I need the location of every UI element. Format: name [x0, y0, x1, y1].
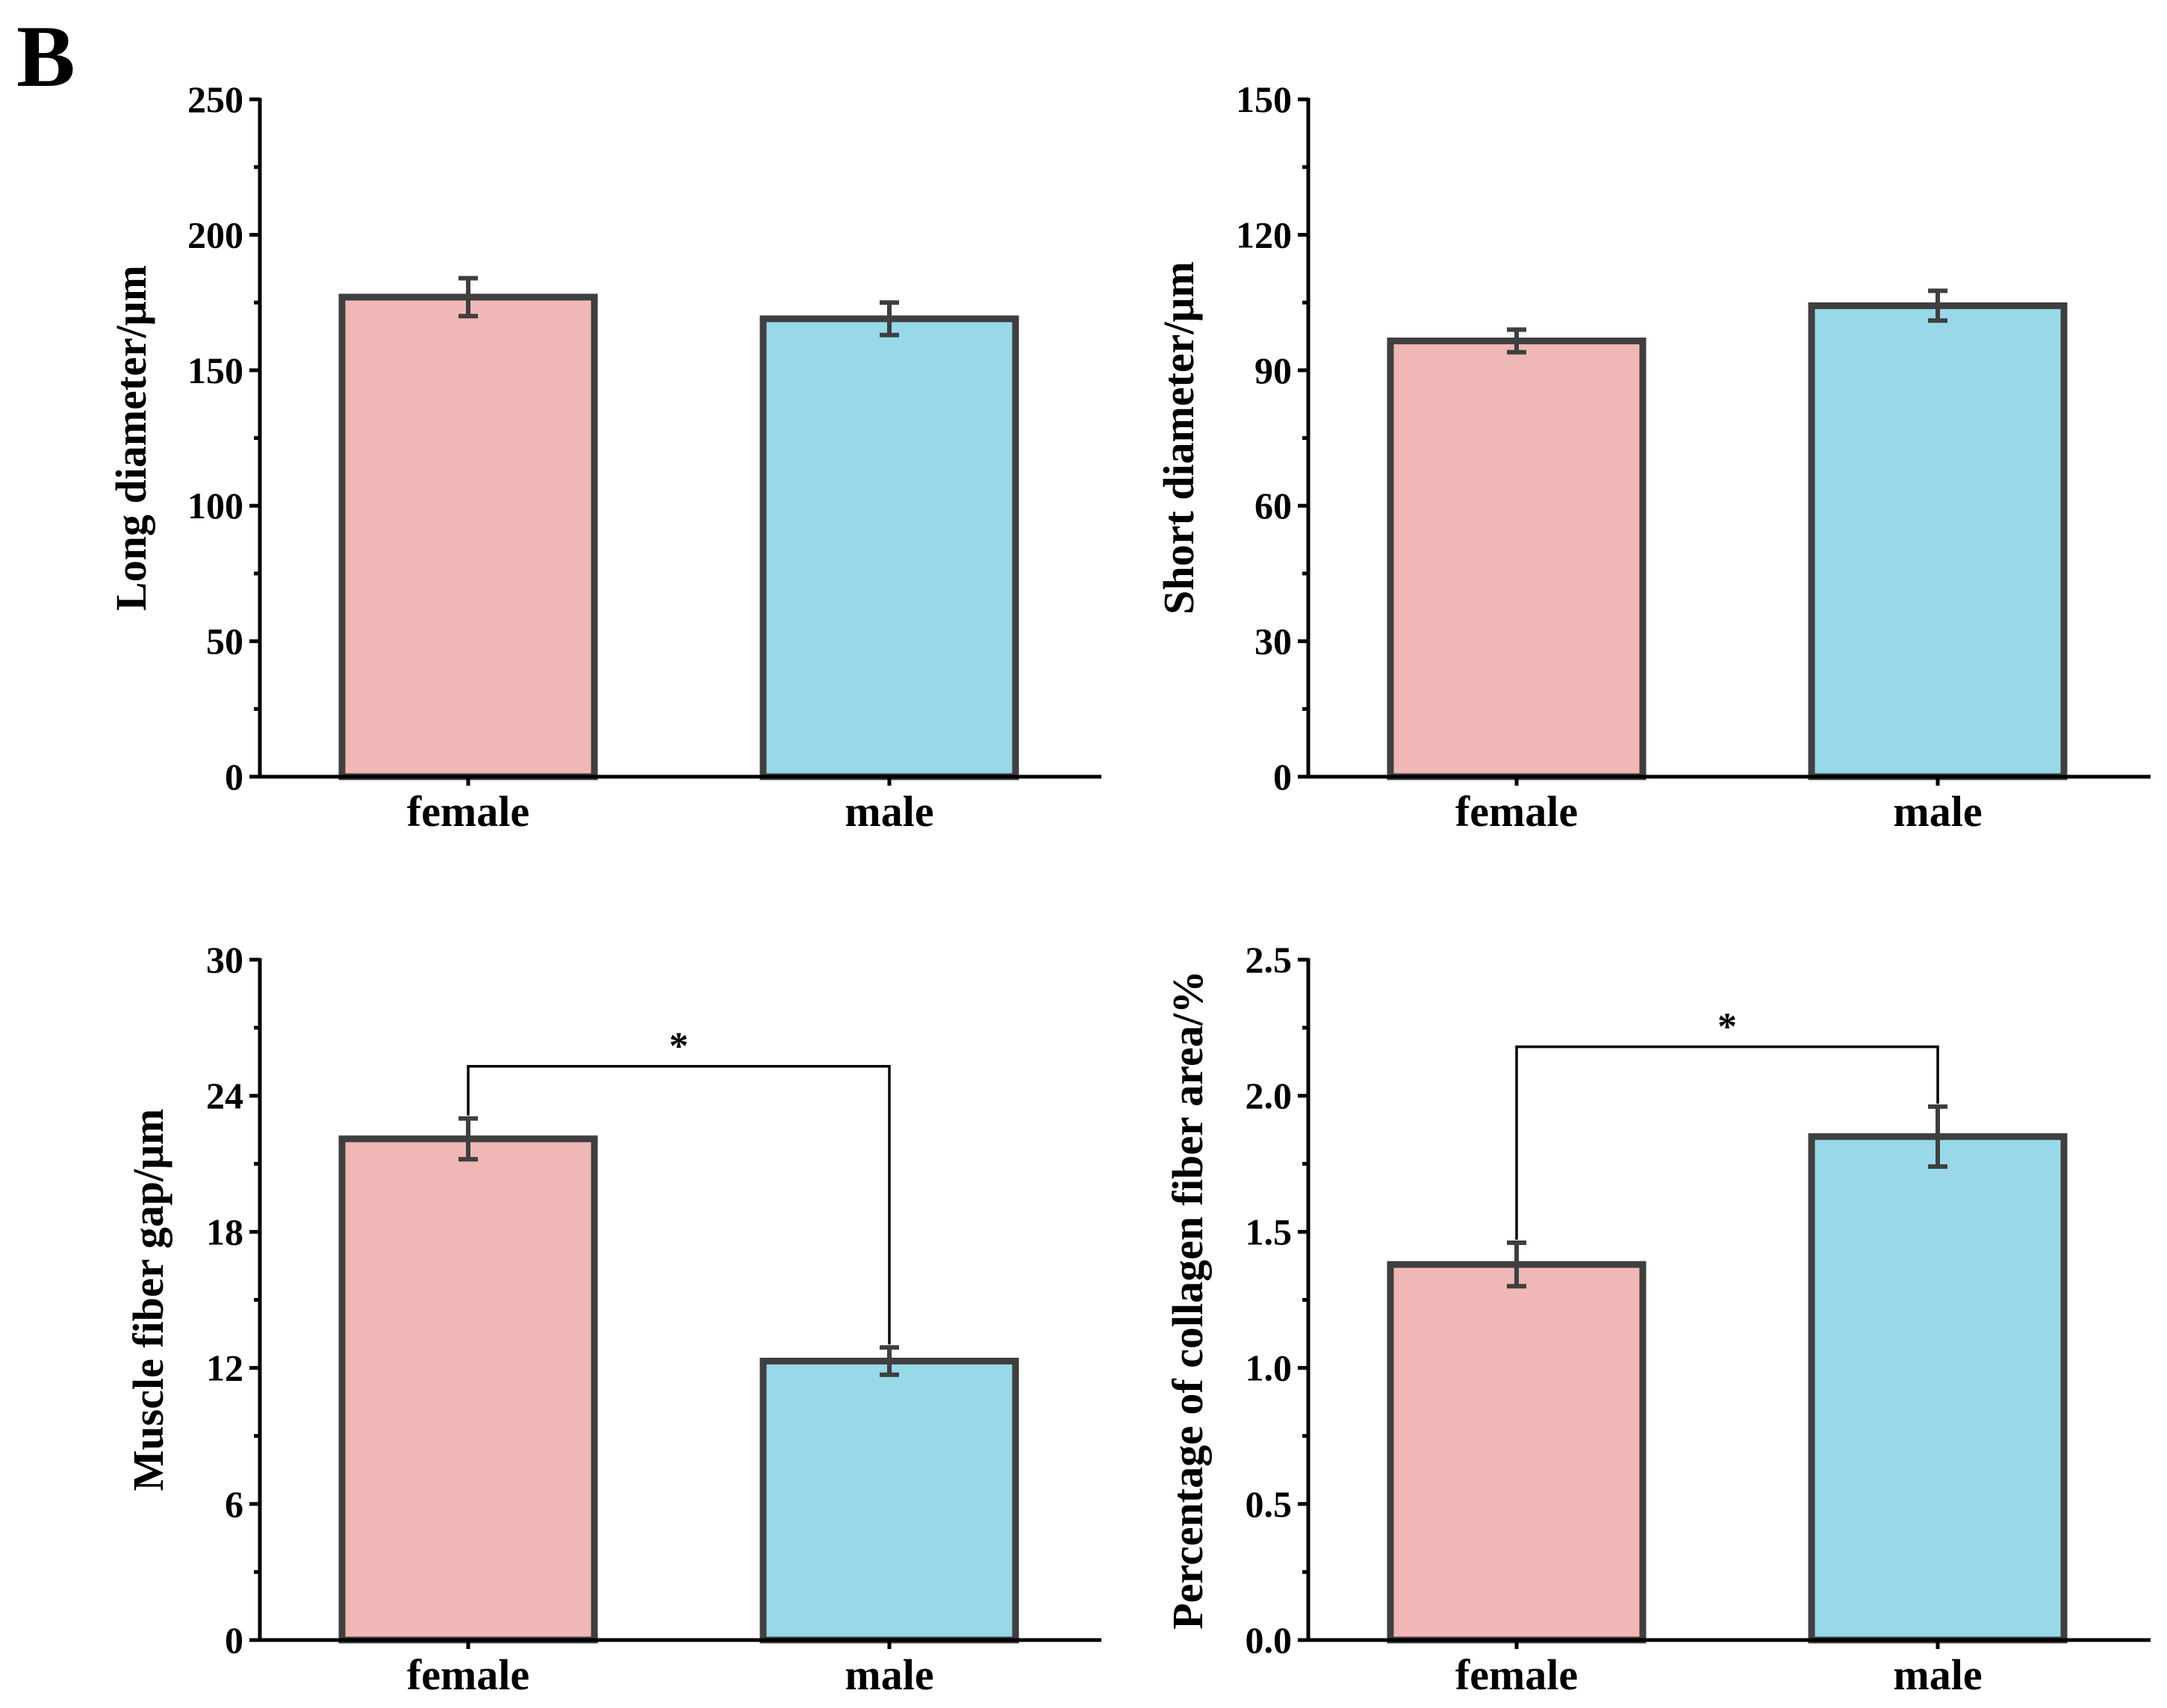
y-tick-label: 0.5 [1246, 1483, 1293, 1525]
y-axis-label: Muscle fiber gap/μm [124, 1109, 172, 1491]
significance-label: * [669, 1025, 688, 1068]
error-bar-male [1928, 1104, 1947, 1169]
bar-male [759, 315, 1019, 780]
y-axis-label: Long diameter/μm [107, 265, 155, 611]
y-tick-label: 150 [187, 350, 243, 391]
significance-bracket [467, 1064, 891, 1345]
panel-label: B [16, 7, 75, 105]
error-bar-male [880, 1345, 899, 1377]
y-tick-label: 120 [1236, 214, 1292, 255]
chart-panel-3: * 0 6 12 18 24 30 female male Muscle fiber gap/μm [124, 939, 1101, 1699]
y-tick-label: 2.5 [1246, 939, 1293, 981]
chart-panel-1: 0 50 100 150 200 250 female male Long diameter/μ… [107, 78, 1101, 836]
x-tick-label-female: female [407, 1650, 529, 1699]
y-tick-label: 90 [1255, 350, 1292, 391]
y-axis-label: Short diameter/μm [1154, 261, 1203, 615]
y-tick-label: 0 [225, 756, 243, 798]
error-bar-female [1507, 1240, 1526, 1289]
y-tick-label: 18 [206, 1211, 243, 1252]
y-tick-label: 150 [1236, 78, 1292, 120]
y-tick-label: 1.5 [1246, 1211, 1293, 1252]
y-tick-label: 30 [206, 939, 243, 981]
y-tick-label: 50 [206, 621, 243, 662]
bar-female [1387, 1261, 1647, 1644]
bar-male [1808, 302, 2068, 780]
y-axis-label: Percentage of collagen fiber area/% [1163, 970, 1212, 1630]
bar-female [338, 294, 598, 780]
error-bar-female [1507, 327, 1526, 355]
x-tick-label-female: female [1455, 787, 1578, 836]
y-tick-label: 0 [1273, 756, 1292, 798]
significance-bracket [1515, 1045, 1939, 1240]
panels: 0 50 100 150 200 250 female male Long diameter/μ… [107, 78, 2151, 1699]
y-tick-label: 24 [206, 1075, 243, 1117]
y-tick-label: 1.0 [1246, 1347, 1293, 1389]
y-tick-label: 30 [1255, 621, 1292, 662]
error-bar-female [458, 1116, 478, 1162]
y-tick-label: 250 [187, 78, 243, 120]
chart-panel-4: * 0.0 0.5 1.0 1.5 2.0 2.5 female male Percentage … [1163, 939, 2151, 1699]
x-tick-label-male: male [1893, 787, 1982, 836]
bar-female [1387, 337, 1647, 780]
error-bar-female [458, 276, 478, 319]
significance-label: * [1717, 1006, 1737, 1049]
x-tick-label-female: female [407, 787, 529, 836]
y-tick-label: 200 [187, 214, 243, 255]
x-tick-label-female: female [1455, 1650, 1578, 1699]
y-tick-label: 6 [225, 1483, 243, 1525]
error-bar-male [1928, 288, 1947, 323]
y-tick-label: 60 [1255, 485, 1292, 527]
bar-male [759, 1357, 1019, 1644]
y-tick-label: 0 [225, 1619, 243, 1661]
x-tick-label-male: male [1893, 1650, 1982, 1699]
bar-female [338, 1135, 598, 1644]
error-bar-male [880, 300, 899, 338]
x-tick-label-male: male [845, 1650, 933, 1699]
x-tick-label-male: male [845, 787, 933, 836]
y-tick-label: 0.0 [1246, 1619, 1293, 1661]
bar-male [1808, 1133, 2068, 1644]
y-tick-label: 100 [187, 485, 243, 527]
chart-panel-2: 0 30 60 90 120 150 female male Short diameter/μm [1154, 78, 2151, 836]
y-tick-label: 2.0 [1246, 1075, 1293, 1117]
y-tick-label: 12 [206, 1347, 243, 1389]
